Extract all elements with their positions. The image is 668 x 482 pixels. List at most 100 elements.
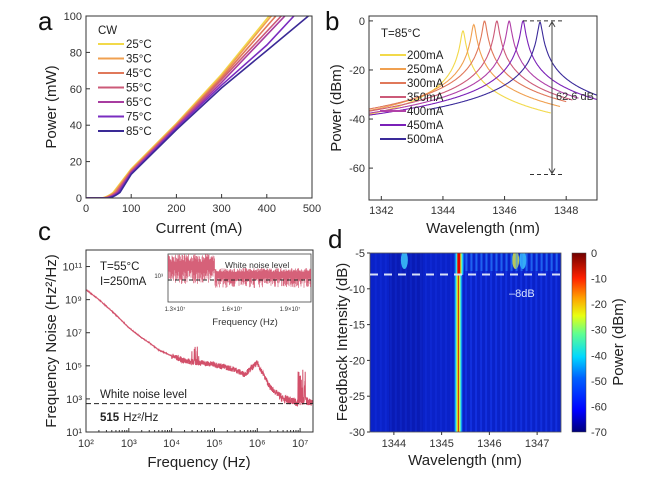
heatmap-top-stripe <box>475 253 478 271</box>
panel-b-xtick-label: 1344 <box>431 205 455 217</box>
panel-b-spectrum-450mA <box>369 19 597 116</box>
panel-c-xtick-label: 10³ <box>121 438 137 450</box>
panel-b-spectrum-500mA <box>430 21 597 110</box>
heatmap-top-stripe <box>520 253 523 271</box>
panel-a-legend-label: 75°C <box>126 112 152 124</box>
panel-c-annotation-temperature: T=55°C <box>100 261 139 273</box>
panel-d-frame <box>369 252 562 433</box>
panel-d-xtick-label: 1346 <box>477 438 501 450</box>
panel-a-ylabel: Power (mW) <box>43 65 60 148</box>
panel-c-xtick-label: 10⁶ <box>249 438 266 450</box>
heatmap-side-mode-stripe <box>429 253 432 432</box>
panel-c-ytick-label: 10¹ <box>66 427 82 439</box>
colorbar-tick-label: -60 <box>591 401 607 413</box>
panel-b-frame <box>368 15 598 201</box>
panel-a-legend-label: 55°C <box>126 83 152 95</box>
heatmap-side-mode-stripe <box>389 253 392 432</box>
panel-a: 0 100 200 300 400 500 0 20 40 60 80 100 CW 25°C 35°C… <box>43 11 321 237</box>
colorbar-label: Power (dBm) <box>610 298 627 386</box>
heatmap-side-mode-stripe <box>545 253 548 432</box>
panel-label-b: b <box>325 6 339 36</box>
colorbar-tick-label: -40 <box>591 350 607 362</box>
colorbar-tick-label: -70 <box>591 427 607 439</box>
heatmap-top-stripe <box>535 253 538 271</box>
heatmap-side-mode-stripe <box>475 253 478 432</box>
panel-b-ytick-label: -60 <box>349 163 365 175</box>
heatmap-dark-band <box>389 253 423 432</box>
panel-b-legend-label: 400mA <box>407 106 444 118</box>
inset-xlabel: Frequency (Hz) <box>212 317 277 328</box>
colorbar-tick-label: -10 <box>591 274 607 286</box>
panel-c-ytick-label: 10⁹ <box>65 295 82 307</box>
white-noise-unit: Hz²/Hz <box>123 412 158 424</box>
panel-d-ytick-label: -15 <box>349 320 365 332</box>
heatmap-top-stripe <box>485 253 488 271</box>
heatmap-top-stripe <box>555 253 558 271</box>
heatmap-side-mode-stripe <box>555 253 558 432</box>
panel-b-legend-label: 250mA <box>407 64 444 76</box>
colorbar-tick-label: 0 <box>591 248 597 260</box>
heatmap-side-mode-stripe <box>550 253 553 432</box>
panel-b-xtick-label: 1342 <box>369 205 393 217</box>
heatmap-main-peak <box>453 275 464 432</box>
panel-a-xtick-label: 300 <box>212 203 230 215</box>
heatmap-side-mode-stripe <box>505 253 508 432</box>
panel-c-xlabel: Frequency (Hz) <box>147 454 250 471</box>
colorbar-tick-label: -50 <box>591 376 607 388</box>
panel-a-xtick-label: 100 <box>122 203 140 215</box>
heatmap-side-mode-stripe <box>520 253 523 432</box>
panel-b-xlabel: Wavelength (nm) <box>426 220 540 237</box>
heatmap-side-mode-stripe <box>465 253 468 432</box>
panel-b-smsr-label: 62.6 dB <box>556 91 594 103</box>
panel-a-ytick-label: 0 <box>76 193 82 205</box>
panel-d-ytick-label: -20 <box>349 355 365 367</box>
panel-c-xtick-label: 10⁴ <box>163 438 180 450</box>
heatmap-side-mode-stripe <box>424 253 427 432</box>
heatmap-top-stripe <box>525 253 528 271</box>
panel-label-c: c <box>38 216 51 246</box>
heatmap-top-stripe <box>505 253 508 271</box>
heatmap-side-mode-stripe <box>449 253 452 432</box>
colorbar-tick-label: -30 <box>591 325 607 337</box>
colorbar <box>571 252 587 433</box>
white-noise-number: 515 <box>100 412 120 424</box>
panel-a-legend-title: CW <box>98 25 117 37</box>
heatmap-top-stripe <box>495 253 498 271</box>
panel-b-ytick-label: -20 <box>349 65 365 77</box>
panel-b-spectrum-200mA <box>369 30 551 115</box>
heatmap-side-mode-stripe <box>394 253 397 432</box>
panel-c-white-noise-label: White noise level <box>100 389 187 401</box>
panel-a-legend-label: 65°C <box>126 97 152 109</box>
panel-d-ytick-label: -25 <box>349 391 365 403</box>
panel-b-xtick-label: 1348 <box>554 205 578 217</box>
panel-c-ytick-label: 10¹¹ <box>62 262 82 274</box>
smsr-arrow-up-icon <box>548 20 556 28</box>
panel-a-ytick-label: 20 <box>70 157 82 169</box>
panel-a-ytick-label: 40 <box>70 120 82 132</box>
panel-a-ytick-label: 80 <box>70 47 82 59</box>
heatmap-side-mode-stripe <box>399 253 402 432</box>
panel-label-d: d <box>328 224 342 254</box>
panel-b-xtick-label: 1346 <box>492 205 516 217</box>
heatmap-side-mode-stripe <box>535 253 538 432</box>
panel-a-legend-label: 35°C <box>126 54 152 66</box>
smsr-arrow-down-icon <box>548 168 556 175</box>
heatmap-hotspot <box>400 253 408 269</box>
panel-a-xtick-label: 200 <box>167 203 185 215</box>
panel-d-xtick-label: 1345 <box>429 438 453 450</box>
heatmap-side-mode-stripe <box>444 253 447 432</box>
panel-b-legend-label: 200mA <box>407 50 444 62</box>
panel-c: 10² 10³ 10⁴ 10⁵ 10⁶ 10⁷ 10¹ 10³ 10⁵ 10⁷ 10⁹ 10¹¹ T=… <box>43 249 314 471</box>
heatmap-side-mode-stripe <box>404 253 407 432</box>
heatmap-main-peak-core-top <box>457 253 461 275</box>
panel-c-white-noise-value: 515 Hz²/Hz <box>100 412 159 424</box>
panel-b-ytick-label: 0 <box>359 16 365 28</box>
heatmap-side-mode-stripe <box>540 253 543 432</box>
colorbar-tick-label: -20 <box>591 299 607 311</box>
panel-c-ytick-label: 10⁵ <box>65 361 82 373</box>
panel-a-legend-label: 25°C <box>126 39 152 51</box>
panel-d-xlabel: Wavelength (nm) <box>408 452 522 469</box>
heatmap-top-stripe <box>545 253 548 271</box>
panel-c-annotation-current: I=250mA <box>100 276 147 288</box>
heatmap-top-stripe <box>515 253 518 271</box>
